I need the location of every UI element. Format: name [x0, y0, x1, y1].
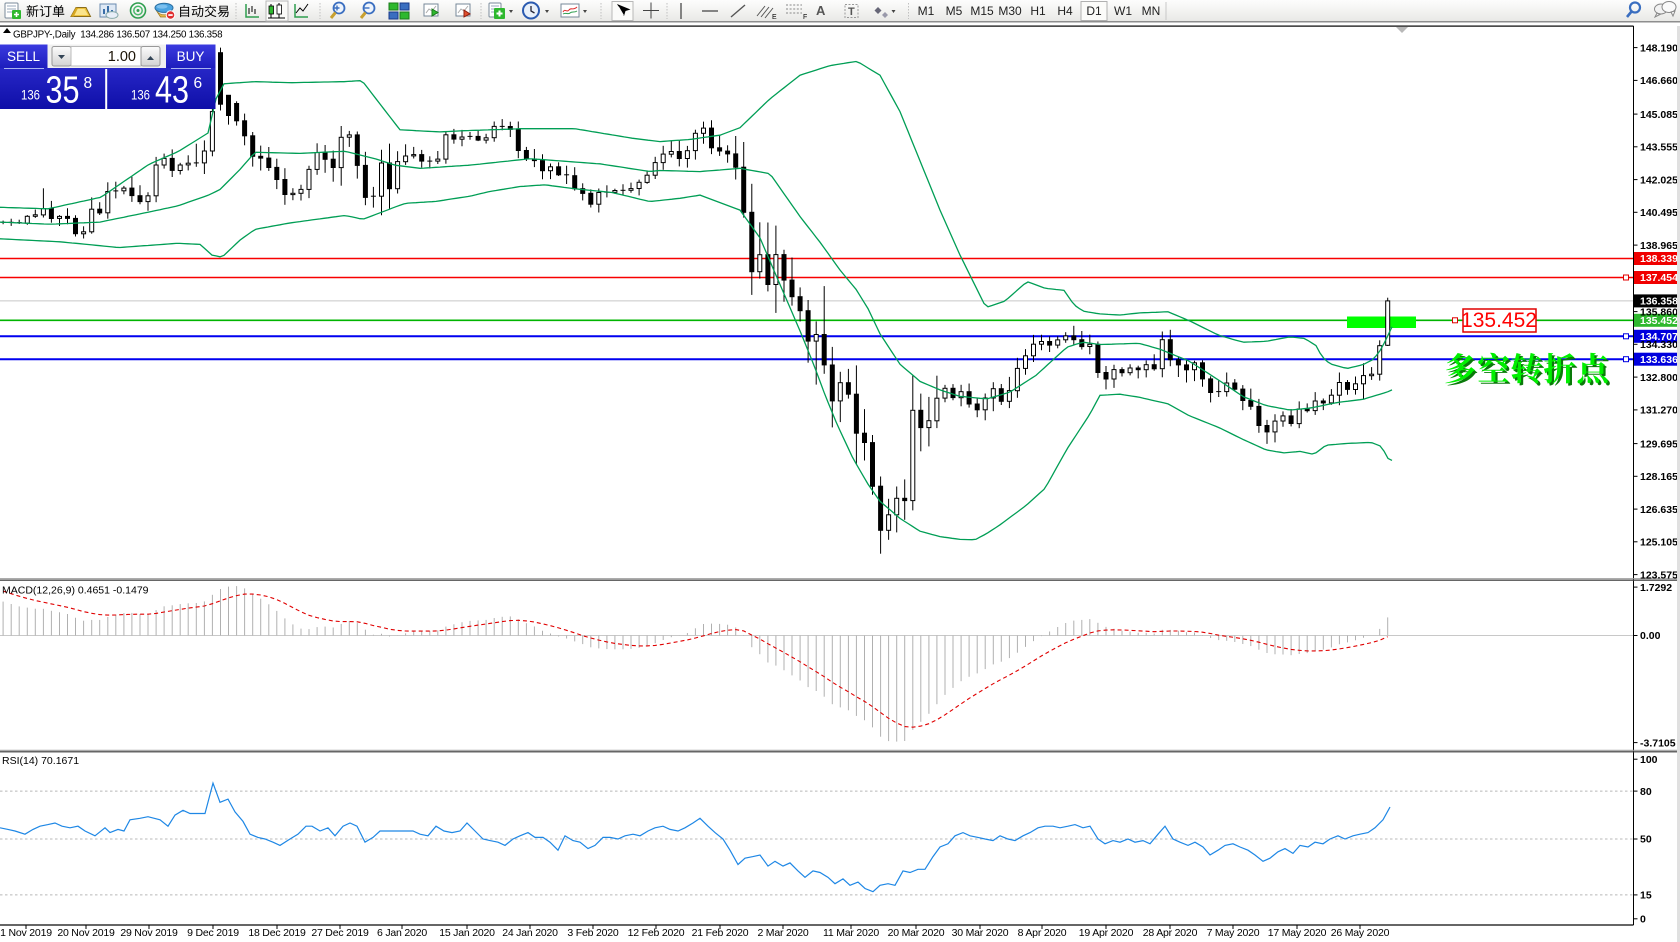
svg-text:0: 0: [1640, 914, 1646, 926]
svg-text:1.00: 1.00: [108, 49, 136, 65]
svg-text:21 Feb 2020: 21 Feb 2020: [692, 927, 749, 939]
svg-text:134.707: 134.707: [1640, 331, 1678, 343]
svg-text:GBPJPY-,Daily 134.286 136.507: GBPJPY-,Daily 134.286 136.507 134.250 13…: [13, 30, 223, 41]
svg-text:143.555: 143.555: [1640, 142, 1678, 154]
svg-text:17 May 2020: 17 May 2020: [1268, 927, 1327, 939]
svg-text:7 May 2020: 7 May 2020: [1207, 927, 1260, 939]
svg-text:146.660: 146.660: [1640, 75, 1678, 87]
svg-text:H1: H1: [1030, 4, 1046, 18]
svg-text:27 Dec 2019: 27 Dec 2019: [311, 927, 369, 939]
svg-text:138.339: 138.339: [1640, 253, 1678, 265]
svg-text:SELL: SELL: [7, 49, 41, 64]
svg-text:19 Apr 2020: 19 Apr 2020: [1079, 927, 1134, 939]
svg-text:24 Jan 2020: 24 Jan 2020: [502, 927, 558, 939]
svg-text:M1: M1: [918, 4, 935, 18]
svg-text:136: 136: [131, 87, 150, 103]
svg-text:H4: H4: [1057, 4, 1073, 18]
svg-text:35: 35: [46, 70, 80, 112]
svg-text:6: 6: [194, 75, 203, 92]
svg-text:M15: M15: [970, 4, 994, 18]
svg-text:-3.7105: -3.7105: [1640, 737, 1676, 749]
svg-text:20 Mar 2020: 20 Mar 2020: [888, 927, 945, 939]
svg-text:1 Nov 2019: 1 Nov 2019: [0, 927, 52, 939]
svg-text:123.575: 123.575: [1640, 569, 1678, 581]
svg-text:148.190: 148.190: [1640, 42, 1678, 54]
svg-text:132.800: 132.800: [1640, 372, 1678, 384]
svg-text:20 Nov 2019: 20 Nov 2019: [57, 927, 115, 939]
svg-text:135.452: 135.452: [1640, 315, 1678, 327]
svg-text:133.636: 133.636: [1640, 354, 1678, 366]
svg-text:125.105: 125.105: [1640, 537, 1678, 549]
svg-text:15 Jan 2020: 15 Jan 2020: [439, 927, 495, 939]
svg-text:140.495: 140.495: [1640, 207, 1678, 219]
svg-text:1.7292: 1.7292: [1640, 582, 1672, 594]
svg-text:134.330: 134.330: [1640, 339, 1678, 351]
svg-text:135.860: 135.860: [1640, 306, 1678, 318]
svg-text:138.965: 138.965: [1640, 240, 1678, 252]
svg-text:0.00: 0.00: [1640, 630, 1661, 642]
svg-text:M30: M30: [998, 4, 1022, 18]
svg-text:15: 15: [1640, 890, 1652, 902]
svg-text:3 Feb 2020: 3 Feb 2020: [567, 927, 618, 939]
svg-text:80: 80: [1640, 786, 1652, 798]
svg-text:6 Jan 2020: 6 Jan 2020: [377, 927, 427, 939]
svg-text:43: 43: [155, 70, 189, 112]
svg-text:18 Dec 2019: 18 Dec 2019: [248, 927, 306, 939]
svg-text:8: 8: [84, 75, 93, 92]
svg-text:128.165: 128.165: [1640, 471, 1678, 483]
svg-text:8 Apr 2020: 8 Apr 2020: [1018, 927, 1067, 939]
svg-text:100: 100: [1640, 754, 1658, 766]
svg-text:142.025: 142.025: [1640, 174, 1678, 186]
svg-text:26 May 2020: 26 May 2020: [1331, 927, 1390, 939]
svg-text:RSI(14) 70.1671: RSI(14) 70.1671: [2, 755, 79, 767]
svg-text:136: 136: [21, 87, 40, 103]
svg-text:T: T: [848, 6, 855, 18]
svg-text:145.085: 145.085: [1640, 109, 1678, 121]
svg-text:12 Feb 2020: 12 Feb 2020: [628, 927, 685, 939]
svg-text:131.270: 131.270: [1640, 405, 1678, 417]
svg-text:M5: M5: [946, 4, 963, 18]
svg-text:2 Mar 2020: 2 Mar 2020: [757, 927, 808, 939]
svg-text:W1: W1: [1114, 4, 1132, 18]
svg-text:9 Dec 2019: 9 Dec 2019: [187, 927, 239, 939]
svg-text:126.635: 126.635: [1640, 504, 1678, 516]
svg-text:29 Nov 2019: 29 Nov 2019: [120, 927, 178, 939]
svg-text:30 Mar 2020: 30 Mar 2020: [952, 927, 1009, 939]
svg-text:BUY: BUY: [177, 49, 205, 64]
svg-text:A: A: [816, 3, 826, 18]
svg-text:D1: D1: [1086, 4, 1102, 18]
svg-text:137.454: 137.454: [1640, 272, 1678, 284]
svg-text:MACD(12,26,9) 0.4651 -0.1479: MACD(12,26,9) 0.4651 -0.1479: [2, 585, 149, 597]
svg-text:11 Mar 2020: 11 Mar 2020: [823, 927, 879, 939]
svg-text:MN: MN: [1142, 4, 1161, 18]
svg-text:50: 50: [1640, 834, 1652, 846]
svg-text:F: F: [803, 14, 807, 21]
svg-text:136.358: 136.358: [1640, 296, 1678, 308]
svg-text:28 Apr 2020: 28 Apr 2020: [1143, 927, 1198, 939]
svg-text:E: E: [772, 14, 777, 21]
svg-text:129.695: 129.695: [1640, 438, 1678, 450]
svg-text:135.452: 135.452: [1461, 309, 1537, 332]
